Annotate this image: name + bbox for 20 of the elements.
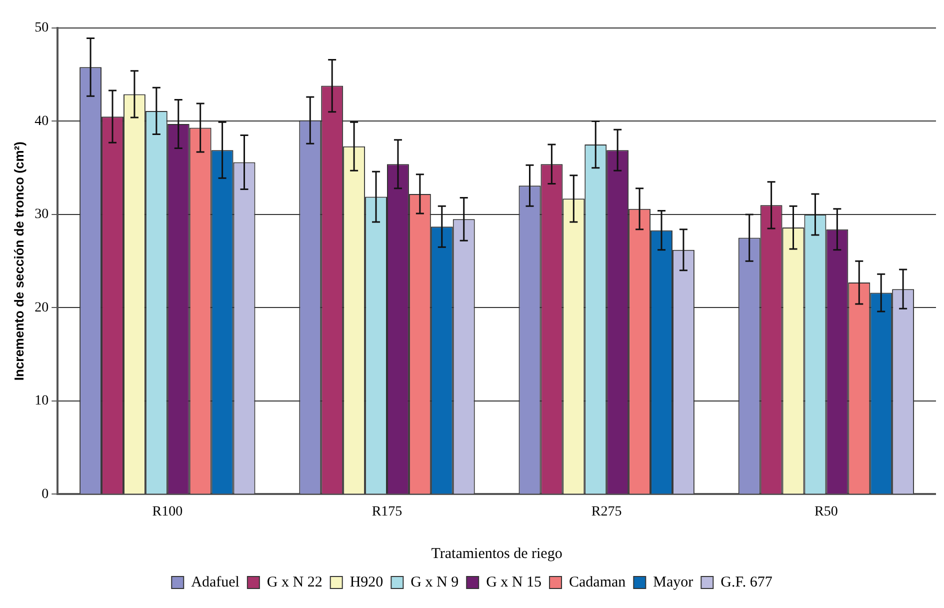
x-tick-label: R175 <box>372 504 402 520</box>
legend-label: G x N 9 <box>410 574 459 590</box>
y-tick-label: 0 <box>42 486 49 502</box>
legend-label: Cadaman <box>569 574 626 590</box>
y-axis-title: Incremento de sección de tronco (cm²) <box>11 142 26 381</box>
y-tick-label: 50 <box>34 20 49 36</box>
y-tick-label: 20 <box>34 300 49 316</box>
legend-label: G x N 22 <box>266 574 322 590</box>
x-axis-title: Tratamientos de riego <box>431 546 562 562</box>
x-tick-label: R100 <box>152 504 183 520</box>
y-tick-label: 40 <box>34 114 49 129</box>
legend-label: Adafuel <box>191 574 240 590</box>
legend-label: H920 <box>350 574 384 590</box>
y-tick-label: 30 <box>34 207 49 222</box>
y-tick-label: 10 <box>34 394 49 409</box>
legend-label: G.F. 677 <box>720 574 773 590</box>
legend-label: G x N 15 <box>486 574 542 590</box>
x-tick-label: R275 <box>591 504 622 520</box>
x-tick-label: R50 <box>814 504 838 520</box>
legend-label: Mayor <box>653 574 694 590</box>
